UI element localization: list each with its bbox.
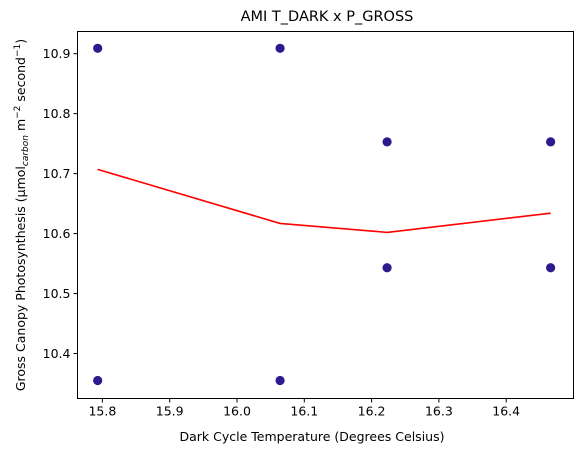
x-tick-label: 16.0 [223, 404, 251, 419]
y-axis-label: Gross Canopy Photosynthesis (μmolcarbon … [13, 39, 31, 391]
plot-area [93, 43, 556, 386]
scatter-point [275, 43, 285, 53]
scatter-point [275, 375, 285, 386]
x-tick-label: 15.8 [88, 404, 116, 419]
scatter-point [93, 43, 103, 53]
trend-line [97, 168, 551, 234]
y-tick-label: 10.6 [43, 226, 71, 241]
y-axis-label-sup-a: −2 [13, 106, 23, 119]
x-tick-label: 15.9 [156, 404, 184, 419]
y-tick-label: 10.7 [43, 166, 71, 181]
x-axis-label: Dark Cycle Temperature (Degrees Celsius) [180, 429, 445, 444]
scatter-point [382, 263, 392, 273]
y-axis-label-unit-a: m [13, 119, 28, 135]
x-tick-label: 16.1 [290, 404, 318, 419]
y-axis-label-sup-b: −1 [13, 44, 23, 57]
y-tick-label: 10.4 [43, 346, 71, 361]
y-axis-label-sub: carbon [21, 135, 31, 166]
x-tick-label: 16.2 [358, 404, 386, 419]
y-axis-label-main: Gross Canopy Photosynthesis (μmol [13, 166, 28, 391]
scatter-point [382, 137, 392, 147]
chart-title: AMI T_DARK x P_GROSS [241, 9, 414, 25]
x-tick-label: 16.4 [492, 404, 520, 419]
scatter-point [546, 137, 556, 147]
y-tick-label: 10.8 [43, 106, 71, 121]
scatter-point [546, 263, 556, 273]
y-tick-label: 10.5 [43, 286, 71, 301]
y-axis-label-unit-b: second [13, 57, 28, 106]
scatter-point [93, 375, 103, 386]
plot-frame [77, 31, 574, 399]
x-tick-label: 16.3 [425, 404, 453, 419]
y-tick-label: 10.9 [43, 46, 71, 61]
y-axis-label-close: ) [13, 39, 28, 44]
x-axis-ticks: 15.8 15.9 16.0 16.1 16.2 16.3 16.4 [88, 398, 520, 419]
y-axis-ticks: 10.4 10.5 10.6 10.7 10.8 10.9 [43, 46, 78, 361]
